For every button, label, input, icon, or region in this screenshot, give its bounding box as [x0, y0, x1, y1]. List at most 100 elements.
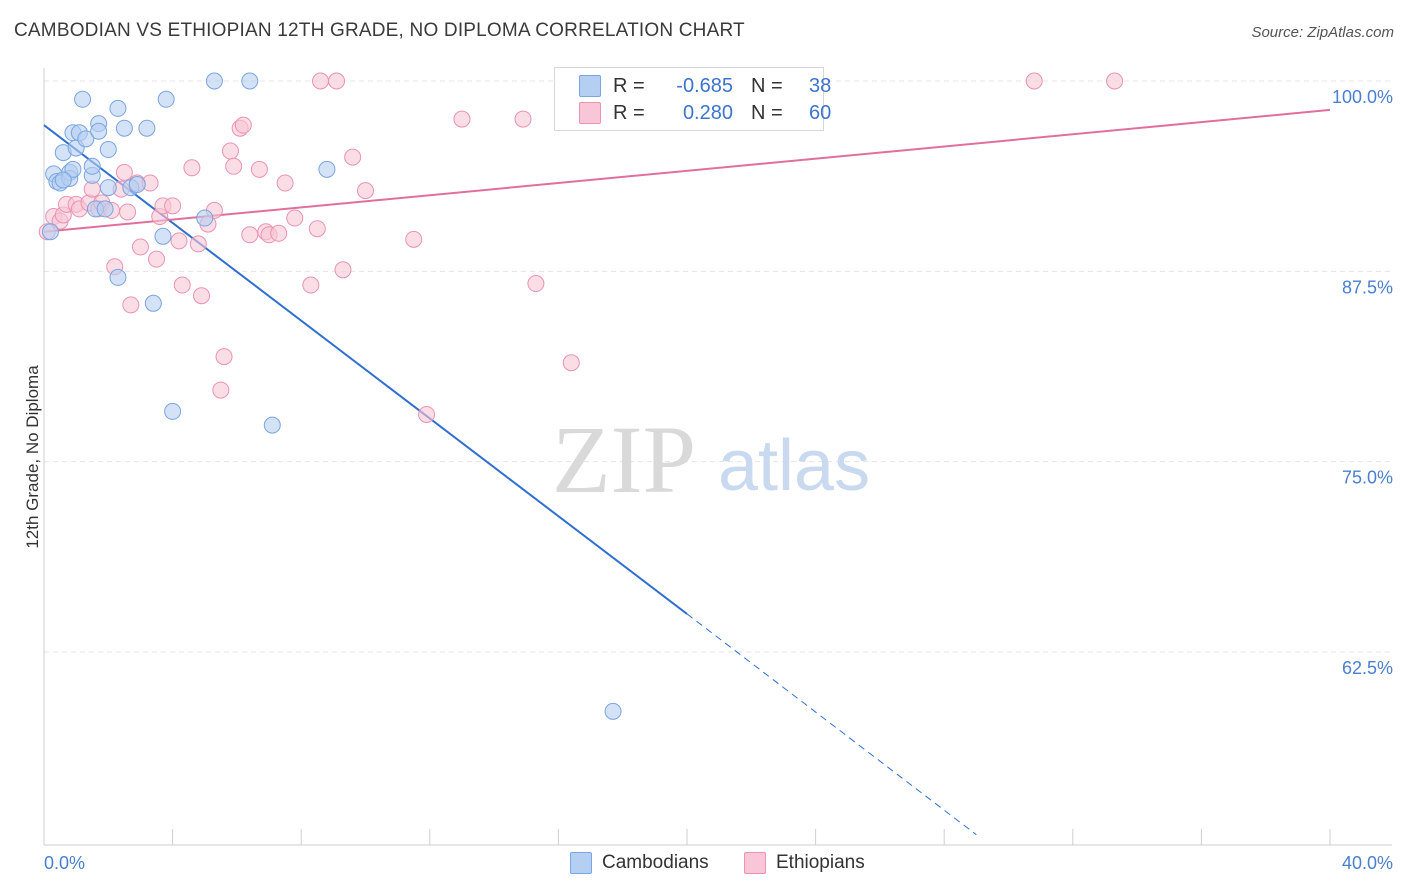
ethiopian-point: [131, 238, 149, 256]
cambodians-trend-extension: [686, 613, 977, 836]
axes: [43, 68, 1392, 846]
cambodian-point: [99, 179, 117, 197]
source-label: Source: ZipAtlas.com: [1251, 24, 1394, 41]
y-tick-label: 100.0%: [1332, 87, 1393, 107]
cambodian-point: [241, 72, 259, 90]
cambodian-point: [64, 160, 82, 178]
cambodian-point: [154, 227, 172, 245]
bottom-legend-label: Cambodians: [602, 852, 709, 873]
cambodian-point: [205, 72, 223, 90]
ethiopian-point: [276, 174, 294, 192]
ethiopian-point: [302, 276, 320, 294]
data-points: [38, 72, 1124, 720]
ethiopian-point: [1106, 72, 1124, 90]
cambodian-point: [41, 223, 59, 241]
ethiopian-point: [148, 250, 166, 268]
cambodian-point: [115, 119, 133, 137]
y-tick-label: 87.5%: [1342, 277, 1393, 297]
legend-row-ethiopians: R = 0.280 N = 60: [555, 100, 831, 126]
ethiopian-point: [119, 203, 137, 221]
bottom-legend-ethiopians: Ethiopians: [744, 852, 865, 874]
ethiopian-point: [183, 159, 201, 177]
ethiopian-point: [189, 235, 207, 253]
cambodian-point: [263, 416, 281, 434]
cambodian-point: [138, 119, 156, 137]
legend-r-value: -0.685: [676, 74, 733, 97]
ethiopian-point: [170, 232, 188, 250]
cambodian-point: [157, 90, 175, 108]
gridlines: [44, 80, 1392, 653]
legend-r-value: 0.280: [682, 101, 733, 124]
y-tick-label: 62.5%: [1342, 658, 1393, 678]
cambodian-point: [196, 209, 214, 227]
ethiopian-point: [527, 275, 545, 293]
bottom-legend-cambodians: Cambodians: [570, 852, 709, 874]
ethiopian-point: [286, 209, 304, 227]
chart-title: CAMBODIAN VS ETHIOPIAN 12TH GRADE, NO DI…: [14, 20, 745, 41]
cambodian-point: [604, 702, 622, 720]
cambodian-point: [128, 176, 146, 194]
legend-n-value: 60: [809, 101, 832, 124]
ethiopian-point: [453, 110, 471, 128]
ethiopian-point: [405, 230, 423, 248]
ethiopian-point: [344, 148, 362, 166]
ethiopian-point: [234, 116, 252, 134]
cambodian-point: [54, 171, 72, 189]
ethiopian-point: [122, 296, 140, 314]
ethiopian-point: [562, 354, 580, 372]
ethiopian-point: [225, 157, 243, 175]
y-tick-label: 75.0%: [1342, 468, 1393, 488]
ethiopians-trend-line: [43, 108, 1331, 233]
cambodian-point: [164, 402, 182, 420]
ethiopian-point: [212, 381, 230, 399]
ethiopian-point: [1025, 72, 1043, 90]
cambodian-point: [90, 122, 108, 140]
cambodian-point: [83, 157, 101, 175]
ethiopian-point: [241, 226, 259, 244]
ethiopian-point: [173, 276, 191, 294]
ethiopian-point: [164, 197, 182, 215]
ethiopian-point: [193, 287, 211, 305]
x-tick-label: 0.0%: [44, 853, 85, 873]
cambodians-swatch: [579, 75, 601, 97]
legend-n-label: N =: [751, 101, 783, 124]
watermark-zip: ZIP: [552, 406, 696, 513]
cambodian-point: [109, 99, 127, 117]
legend-n-value: 38: [809, 74, 832, 97]
watermark-atlas: atlas: [718, 426, 870, 506]
cambodian-point: [144, 294, 162, 312]
y-axis-title: 12th Grade, No Diploma: [23, 365, 42, 549]
ethiopian-point: [215, 348, 233, 366]
ethiopian-point: [418, 405, 436, 423]
cambodians-trend-line: [43, 124, 688, 615]
legend-r-label: R =: [613, 101, 645, 124]
cambodian-point: [109, 268, 127, 286]
ethiopian-point: [221, 142, 239, 160]
ethiopian-point: [357, 182, 374, 200]
ethiopian-point: [115, 163, 133, 181]
cambodians-swatch: [570, 852, 592, 874]
cambodian-point: [318, 160, 336, 178]
cambodian-point: [99, 141, 117, 159]
ethiopian-point: [250, 160, 268, 178]
ethiopian-point: [514, 110, 532, 128]
ethiopian-point: [308, 220, 326, 238]
tick-labels: 62.5% 75.0% 87.5% 100.0% 0.0% 40.0%: [44, 87, 1393, 873]
legend-r-label: R =: [613, 74, 645, 97]
trend-lines: [43, 108, 1331, 836]
ethiopian-point: [270, 224, 288, 242]
ethiopian-point: [334, 261, 352, 279]
cambodian-point: [77, 130, 95, 148]
legend-n-label: N =: [751, 74, 783, 97]
legend-row-cambodians: R = -0.685 N = 38: [555, 73, 831, 99]
ethiopians-swatch: [579, 102, 601, 124]
cambodian-point: [96, 200, 114, 218]
ethiopian-point: [328, 72, 346, 90]
ethiopian-point: [311, 72, 329, 90]
cambodian-point: [74, 90, 92, 108]
stats-legend: R = -0.685 N = 38 R = 0.280 N = 60: [554, 67, 831, 131]
bottom-legend-label: Ethiopians: [776, 852, 865, 873]
ethiopians-swatch: [744, 852, 766, 874]
x-tick-label: 40.0%: [1342, 853, 1393, 873]
